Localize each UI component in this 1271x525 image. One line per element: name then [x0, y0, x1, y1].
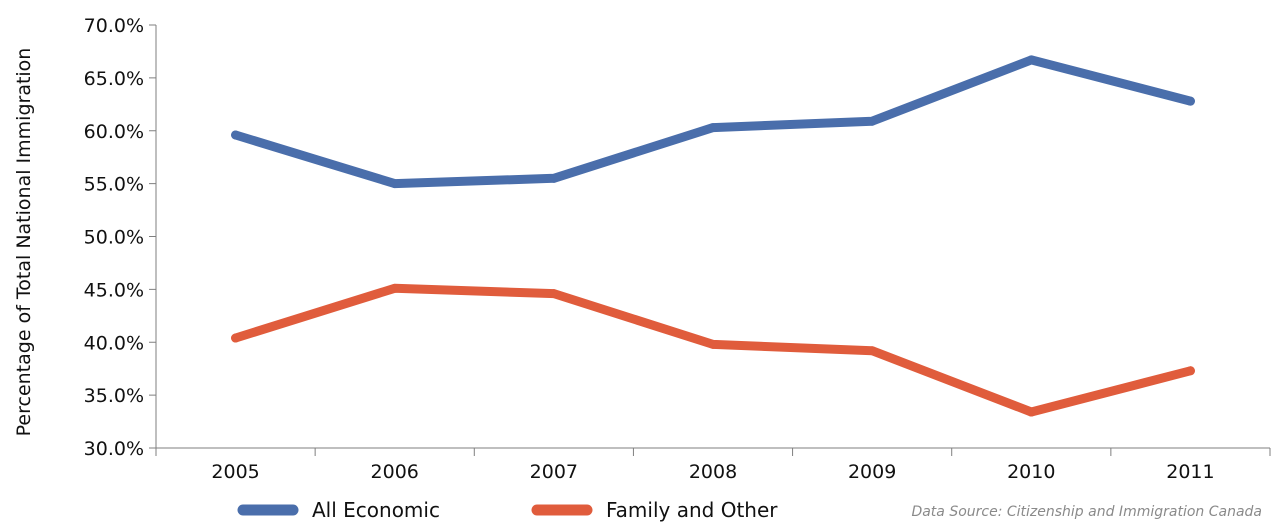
legend-item: All Economic — [237, 498, 440, 522]
legend: All Economic Family and Other — [237, 498, 778, 522]
data-source-note: Data Source: Citizenship and Immigration… — [911, 504, 1262, 520]
data-point — [1026, 407, 1036, 417]
legend-item: Family and Other — [531, 498, 778, 522]
x-tick-label: 2005 — [211, 461, 259, 483]
y-tick-label: 50.0% — [84, 227, 144, 249]
legend-label: All Economic — [312, 498, 440, 522]
y-tick-label: 60.0% — [84, 121, 144, 143]
data-point — [1185, 366, 1195, 376]
series-lines — [231, 55, 1195, 417]
y-tick-label: 45.0% — [84, 279, 144, 301]
x-tick-label: 2010 — [1007, 461, 1055, 483]
series-line-all-economic — [231, 55, 1195, 189]
y-tick-label: 30.0% — [84, 438, 144, 460]
data-point — [231, 130, 241, 140]
x-axis-ticks: 2005 2006 2007 2008 2009 2010 2011 — [155, 448, 1271, 483]
y-tick-label: 65.0% — [84, 68, 144, 90]
legend-label: Family and Other — [606, 498, 778, 522]
y-tick-label: 35.0% — [84, 385, 144, 407]
data-point — [1026, 55, 1036, 65]
x-tick-label: 2009 — [848, 461, 896, 483]
data-point — [390, 179, 400, 189]
data-point — [867, 346, 877, 356]
data-point — [867, 116, 877, 126]
x-tick-label: 2006 — [371, 461, 419, 483]
x-tick-label: 2008 — [689, 461, 737, 483]
x-tick-label: 2007 — [530, 461, 578, 483]
data-point — [231, 333, 241, 343]
y-tick-label: 55.0% — [84, 174, 144, 196]
data-point — [390, 283, 400, 293]
data-point — [549, 289, 559, 299]
y-tick-label: 40.0% — [84, 332, 144, 354]
x-tick-label: 2011 — [1166, 461, 1214, 483]
y-axis-title-group: Percentage of Total National Immigration — [13, 48, 35, 437]
axes — [155, 25, 1270, 449]
data-point — [708, 339, 718, 349]
data-point — [1185, 96, 1195, 106]
y-axis-ticks: 30.0% 35.0% 40.0% 45.0% 50.0% 55.0% 60.0% 65.0%… — [84, 15, 156, 460]
data-point — [549, 173, 559, 183]
data-point — [708, 123, 718, 133]
y-axis-title: Percentage of Total National Immigration — [13, 48, 35, 437]
y-tick-label: 70.0% — [84, 15, 144, 37]
series-line-family-and-other — [231, 283, 1195, 417]
